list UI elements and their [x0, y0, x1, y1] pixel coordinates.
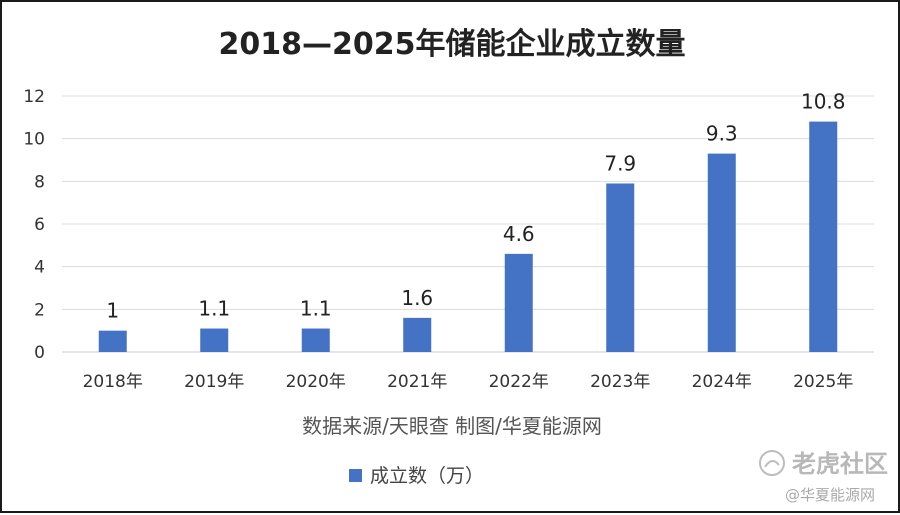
y-tick-label: 10	[23, 130, 45, 150]
data-label: 10.8	[801, 90, 846, 114]
data-label: 7.9	[604, 151, 636, 175]
y-tick-label: 8	[34, 172, 45, 192]
data-labels: 1 1.1 1.1 1.6 4.6 7.9 9.3 10.8	[106, 90, 845, 323]
legend: 成立数（万）	[349, 465, 484, 487]
y-tick-label: 4	[34, 258, 45, 278]
x-tick-label: 2023年	[590, 372, 650, 392]
x-tick-label: 2024年	[692, 372, 752, 392]
source-note: 数据来源/天眼查 制图/华夏能源网	[302, 414, 602, 438]
bar	[606, 183, 635, 352]
chart-title: 2018—2025年储能企业成立数量	[219, 27, 686, 62]
x-tick-label: 2022年	[489, 372, 549, 392]
bar	[707, 153, 736, 352]
data-label: 9.3	[706, 122, 738, 146]
watermark: 老虎社区 @华夏能源网	[759, 450, 888, 504]
y-tick-label: 0	[34, 343, 45, 363]
bar	[809, 121, 838, 352]
bar	[403, 317, 432, 352]
bars	[98, 121, 838, 352]
data-label: 1.1	[300, 297, 332, 321]
x-axis-ticks: 2018年 2019年 2020年 2021年 2022年 2023年 2024年 2025年	[83, 372, 854, 392]
tiger-logo-icon	[759, 450, 785, 476]
x-tick-label: 2025年	[793, 372, 853, 392]
watermark-handle: @华夏能源网	[785, 486, 875, 504]
y-axis-ticks: 0 2 4 6 8 10 12	[23, 87, 45, 363]
x-tick-label: 2020年	[286, 372, 346, 392]
legend-label: 成立数（万）	[370, 465, 484, 487]
legend-swatch	[349, 469, 362, 482]
grid-lines	[62, 95, 874, 353]
data-label: 1.6	[401, 286, 433, 310]
y-tick-label: 12	[23, 87, 45, 107]
x-tick-label: 2019年	[184, 372, 244, 392]
bar	[504, 253, 533, 352]
y-tick-label: 6	[34, 215, 45, 235]
data-label: 4.6	[503, 222, 535, 246]
bar	[200, 328, 229, 352]
x-tick-label: 2018年	[83, 372, 143, 392]
watermark-brand: 老虎社区	[792, 450, 888, 478]
y-tick-label: 2	[34, 300, 45, 320]
data-label: 1.1	[198, 297, 230, 321]
bar	[301, 328, 330, 352]
x-tick-label: 2021年	[387, 372, 447, 392]
bar	[98, 330, 127, 352]
data-label: 1	[106, 299, 119, 323]
